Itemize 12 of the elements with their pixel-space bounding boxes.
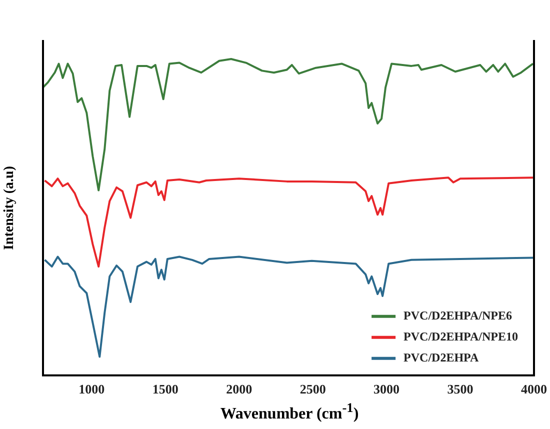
x-tick-label: 3500 xyxy=(447,382,474,397)
legend-label: PVC/D2EHPA xyxy=(404,350,479,364)
x-tick-label: 1000 xyxy=(78,382,105,397)
x-tick-label: 4000 xyxy=(521,382,547,397)
x-axis-title: Wavenumber (cm$^{-1}$) xyxy=(219,400,360,424)
legend-label: PVC/D2EHPA/NPE6 xyxy=(404,308,512,322)
x-tick-label: 2500 xyxy=(300,382,326,397)
legend-label: PVC/D2EHPA/NPE10 xyxy=(404,329,518,344)
y-axis-title: Intensity (a.u) xyxy=(2,165,18,252)
x-tick-label: 2000 xyxy=(226,382,252,397)
x-tick-label: 3000 xyxy=(374,382,400,397)
x-tick-label: 1500 xyxy=(152,382,178,397)
